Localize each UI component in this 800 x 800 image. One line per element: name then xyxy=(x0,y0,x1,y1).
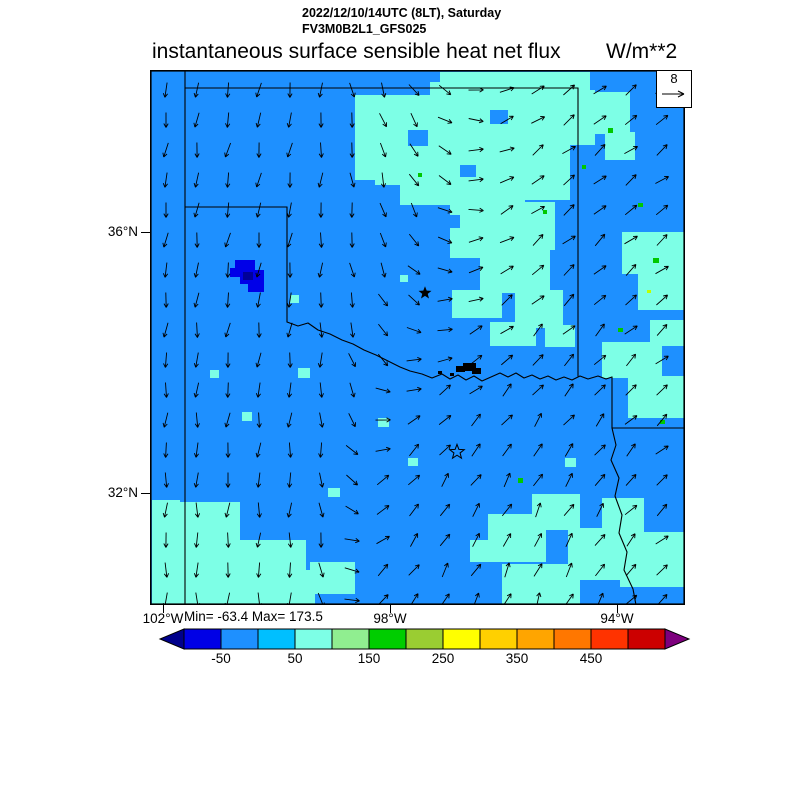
lakes xyxy=(438,363,481,376)
sabine-river-boundary xyxy=(610,427,637,605)
wind-arrows xyxy=(162,82,669,605)
colorbar-label-3: 250 xyxy=(431,651,455,666)
x-tick-98w xyxy=(390,605,391,613)
wind-reference-value: 8 xyxy=(670,71,678,86)
wind-reference-arrow-icon xyxy=(662,90,685,98)
x-axis-label-94w: 94°W xyxy=(600,611,634,626)
plot-title: instantaneous surface sensible heat net … xyxy=(152,40,561,63)
y-axis-label-36n: 36°N xyxy=(107,224,138,239)
y-axis-label-32n: 32°N xyxy=(107,485,138,500)
x-axis-label-98w: 98°W xyxy=(373,611,407,626)
y-tick-36n xyxy=(141,232,150,233)
x-tick-94w xyxy=(617,605,618,613)
filled-star-marker xyxy=(418,286,432,299)
colorbar-label-0: -50 xyxy=(211,651,231,666)
minmax-stats-label: Min= -63.4 Max= 173.5 xyxy=(184,609,323,624)
wind-reference-box: 8 xyxy=(656,70,692,108)
x-tick-102w xyxy=(163,605,164,613)
heat-flux-warm-patches xyxy=(152,72,685,605)
colorbar-label-5: 450 xyxy=(579,651,603,666)
open-star-marker xyxy=(448,442,466,460)
y-tick-32n xyxy=(141,493,150,494)
x-axis-label-102w: 102°W xyxy=(142,611,184,626)
heat-flux-negative-pocket xyxy=(230,260,264,292)
units-label: W/m**2 xyxy=(606,40,678,63)
map-frame xyxy=(150,70,685,605)
model-name-label: FV3M0B2L1_GFS025 xyxy=(302,22,427,36)
colorbar-label-1: 50 xyxy=(287,651,303,666)
heat-flux-hot-specks xyxy=(418,128,665,483)
wind-vector-layer xyxy=(162,82,669,605)
colorbar-label-4: 350 xyxy=(505,651,529,666)
valid-time-label: 2022/12/10/14UTC (8LT), Saturday xyxy=(302,6,502,20)
map-panel xyxy=(150,70,685,605)
colorbar xyxy=(158,628,691,650)
colorbar-label-2: 150 xyxy=(357,651,381,666)
red-river-boundary xyxy=(286,321,613,382)
